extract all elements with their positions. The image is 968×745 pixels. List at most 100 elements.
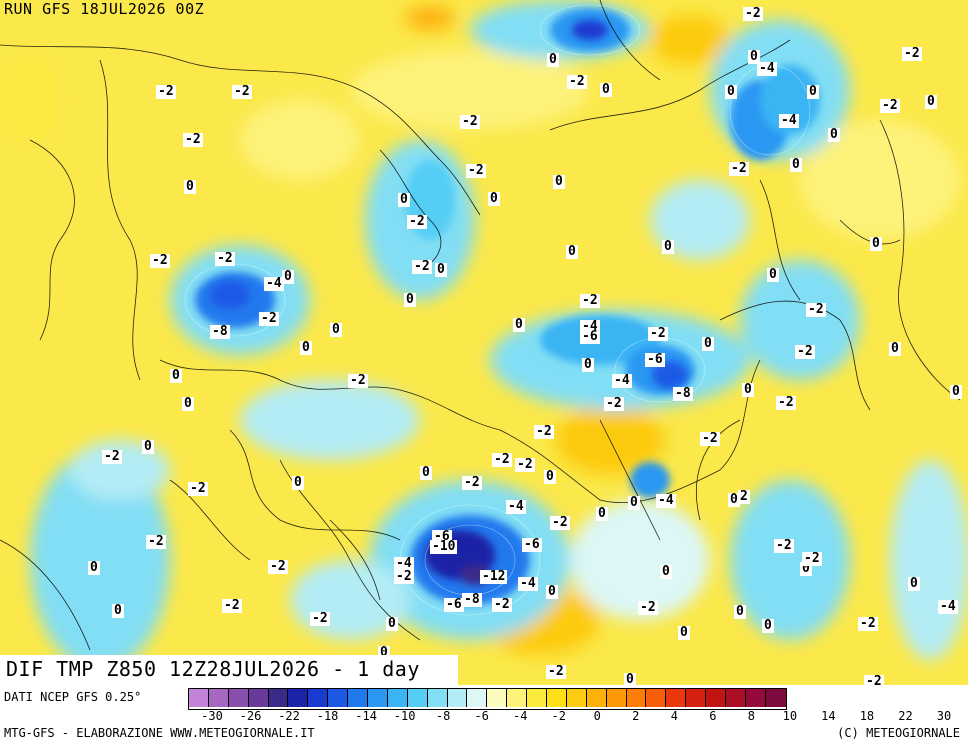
map-value-label: -2: [802, 551, 822, 566]
run-title: RUN GFS 18JUL2026 00Z: [4, 0, 205, 18]
map-value-label: 0: [596, 506, 608, 521]
map-value-label: -2: [795, 344, 815, 359]
legend-swatch: [606, 689, 627, 707]
legend-tick-label: 18: [859, 709, 875, 723]
map-value-label: 0: [292, 475, 304, 490]
map-value-label: 0: [908, 576, 920, 591]
legend-tick-label: 0: [593, 709, 601, 723]
map-value-label: -2: [880, 98, 900, 113]
map-value-label: -2: [268, 559, 288, 574]
map-value-label: 0: [398, 192, 410, 207]
legend-tick-label: -30: [201, 709, 223, 723]
map-value-label: -2: [567, 74, 587, 89]
map-value-label: 0: [889, 341, 901, 356]
map-value-label: -2: [222, 598, 242, 613]
map-value-label: 0: [925, 94, 937, 109]
map-value-label: 0: [170, 368, 182, 383]
map-value-label: -2: [534, 424, 554, 439]
map-value-label: 0: [182, 396, 194, 411]
map-value-label: 0: [378, 645, 390, 660]
map-value-label: -4: [612, 373, 632, 388]
map-value-label: -6: [580, 329, 600, 344]
legend-swatch: [686, 689, 707, 707]
color-legend: [188, 688, 787, 710]
map-value-label: 0: [800, 561, 812, 576]
map-value-label: 0: [582, 357, 594, 372]
map-value-label: 0: [142, 439, 154, 454]
map-value-label: -2: [466, 163, 486, 178]
legend-swatch: [427, 689, 448, 707]
map-value-label: -2: [188, 481, 208, 496]
map-value-label: 0: [767, 267, 779, 282]
map-value-label: -2: [580, 293, 600, 308]
legend-tick-label: 4: [670, 709, 678, 723]
map-value-label: -8: [673, 386, 693, 401]
map-value-label: -2: [858, 616, 878, 631]
legend-tick-label: 10: [782, 709, 798, 723]
temperature-anomaly-map: RUN GFS 18JUL2026 00Z -2 -2 -2 -2 0 0 -2 -2 0 -2 0…: [0, 0, 968, 685]
legend-swatch: [586, 689, 607, 707]
legend-swatch: [228, 689, 249, 707]
map-value-label: -2: [102, 449, 122, 464]
legend-swatch: [487, 689, 508, 707]
map-value-label: -6: [444, 597, 464, 612]
map-value-label: -4: [656, 493, 676, 508]
legend-swatch: [467, 689, 488, 707]
map-value-label: 0: [702, 336, 714, 351]
map-value-label: -2: [348, 373, 368, 388]
map-value-label: -2: [648, 326, 668, 341]
map-value-label: -2: [146, 534, 166, 549]
legend-swatch: [407, 689, 428, 707]
legend-swatch: [626, 689, 647, 707]
map-field: [0, 0, 968, 670]
legend-tick-label: -4: [512, 709, 528, 723]
map-value-label: -2: [776, 395, 796, 410]
legend-tick-label: -26: [239, 709, 262, 723]
map-value-label: 0: [566, 244, 578, 259]
map-value-label: -12: [480, 569, 508, 584]
map-value-label: 0: [624, 672, 636, 685]
map-value-label: -2: [806, 302, 826, 317]
footer-credit: MTG-GFS - ELABORAZIONE WWW.METEOGIORNALE…: [4, 726, 315, 740]
map-value-label: -8: [210, 324, 230, 339]
map-value-label: 0: [748, 49, 760, 64]
map-value-label: 0: [88, 560, 100, 575]
legend-tick-label: -14: [355, 709, 377, 723]
map-value-label: -2: [259, 311, 279, 326]
map-value-label: -2: [743, 6, 763, 21]
map-value-label: -2: [902, 46, 922, 61]
map-value-label: -4: [757, 61, 777, 76]
map-value-label: 0: [662, 239, 674, 254]
map-value-label: -2: [492, 452, 512, 467]
legend-swatch: [368, 689, 388, 707]
map-value-label: 0: [386, 616, 398, 631]
legend-swatch: [726, 689, 746, 707]
legend-tick-label: -22: [278, 709, 300, 723]
legend-swatch: [666, 689, 687, 707]
map-value-label: 0: [553, 174, 565, 189]
map-value-label: -4: [506, 499, 526, 514]
legend-tick-label: -18: [316, 709, 339, 723]
legend-swatch: [507, 689, 528, 707]
legend-swatch: [288, 689, 309, 707]
map-value-label: -6: [645, 352, 665, 367]
map-value-label: 2: [738, 489, 750, 504]
legend-tick-label: -2: [551, 709, 566, 723]
map-value-label: -2: [700, 431, 720, 446]
map-value-label: 0: [544, 469, 556, 484]
map-value-label: -2: [774, 538, 794, 553]
map-value-label: -4: [264, 276, 284, 291]
map-value-label: -2: [310, 611, 330, 626]
legend-tick-label: 30: [936, 709, 952, 723]
legend-swatch: [547, 689, 567, 707]
footer-copyright: (C) METEOGIORNALE: [837, 726, 960, 740]
map-value-label: -2: [492, 597, 512, 612]
legend-swatch: [527, 689, 548, 707]
map-value-label: 0: [807, 84, 819, 99]
legend-tick-label: -10: [393, 709, 416, 723]
map-value-label: 0: [547, 52, 559, 67]
map-value-label: 0: [725, 84, 737, 99]
legend-swatch: [208, 689, 229, 707]
legend-swatch: [189, 689, 209, 707]
